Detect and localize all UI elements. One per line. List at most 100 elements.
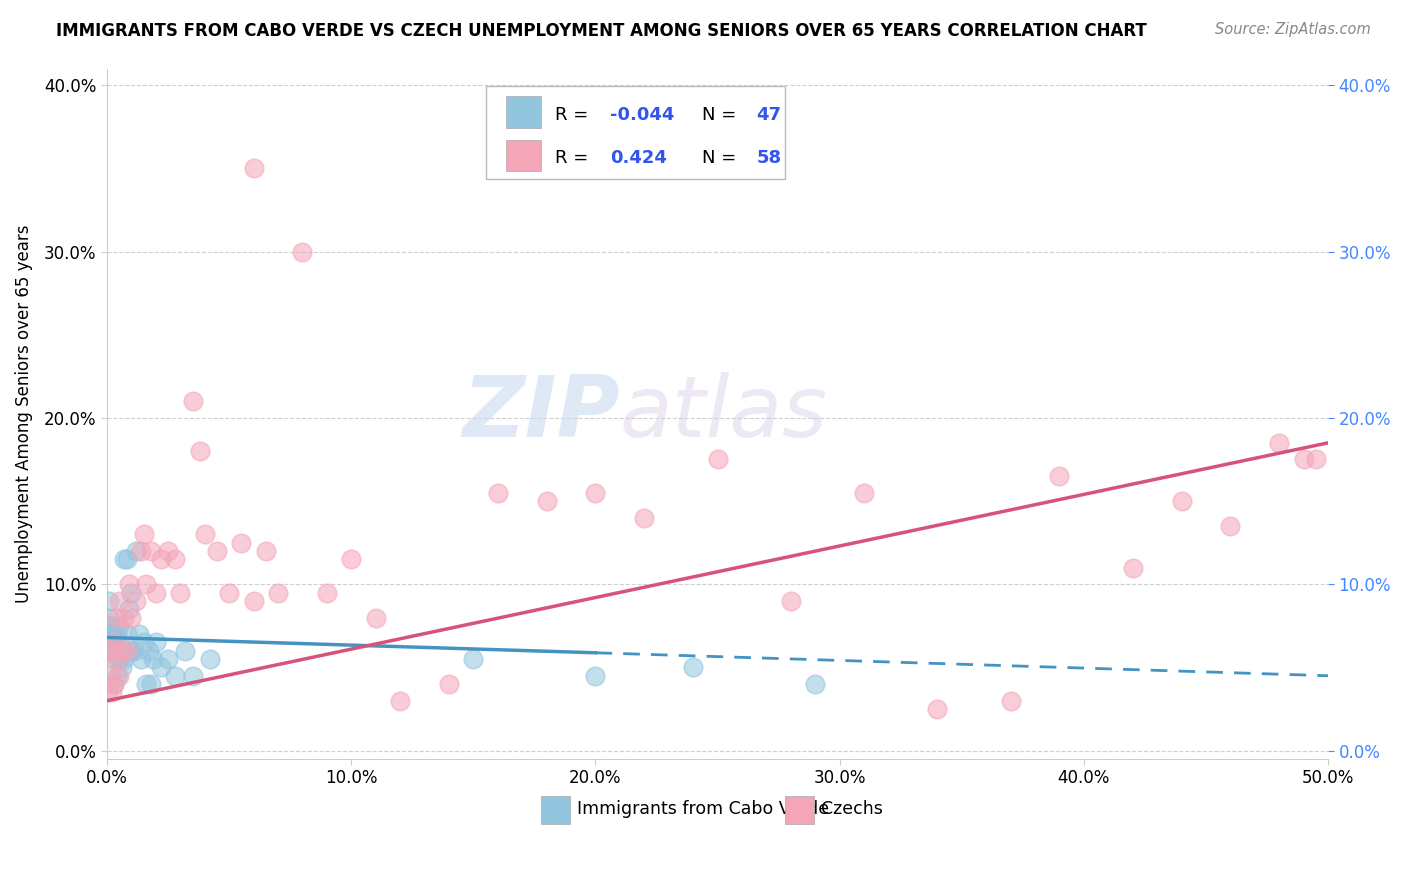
Point [111, 644, 134, 658]
Point [120, 585, 142, 599]
Point [463, 652, 485, 666]
Point [145, 635, 167, 649]
Point [486, 485, 509, 500]
Point [112, 610, 135, 624]
Point [254, 544, 277, 558]
Point [149, 660, 172, 674]
Point [135, 677, 157, 691]
Point [132, 635, 155, 649]
Point [125, 544, 148, 558]
Point [98, 594, 121, 608]
Text: Source: ZipAtlas.com: Source: ZipAtlas.com [1215, 22, 1371, 37]
Point [129, 652, 152, 666]
Point [181, 669, 204, 683]
Point [129, 544, 152, 558]
Point [120, 610, 142, 624]
Point [103, 652, 125, 666]
Point [98, 669, 121, 683]
Point [165, 552, 187, 566]
Point [1292, 452, 1315, 467]
Point [108, 669, 131, 683]
Point [108, 652, 131, 666]
Point [139, 677, 162, 691]
Point [98, 644, 121, 658]
Point [165, 669, 187, 683]
Point [125, 594, 148, 608]
Point [633, 510, 655, 524]
Point [1219, 519, 1241, 533]
Point [291, 244, 314, 259]
Point [1170, 494, 1192, 508]
Point [139, 544, 162, 558]
Point [1049, 469, 1071, 483]
Point [536, 494, 558, 508]
Point [111, 644, 134, 658]
Point [128, 627, 150, 641]
Text: R =: R = [555, 106, 595, 124]
Point [105, 610, 128, 624]
Point [169, 585, 191, 599]
Point [115, 627, 138, 641]
Point [149, 552, 172, 566]
FancyBboxPatch shape [785, 797, 814, 824]
Point [101, 644, 124, 658]
Point [231, 535, 253, 549]
Point [315, 585, 337, 599]
Text: N =: N = [702, 106, 742, 124]
Text: ZIP: ZIP [463, 372, 620, 455]
Point [138, 644, 160, 658]
Point [1268, 435, 1291, 450]
Point [135, 577, 157, 591]
Point [242, 594, 264, 608]
Point [97, 685, 120, 699]
Point [108, 619, 131, 633]
Point [585, 669, 607, 683]
Point [105, 652, 128, 666]
Point [103, 677, 125, 691]
Point [112, 652, 135, 666]
Point [105, 669, 128, 683]
Point [101, 685, 124, 699]
Point [706, 452, 728, 467]
Point [853, 485, 876, 500]
Point [105, 644, 128, 658]
FancyBboxPatch shape [540, 797, 569, 824]
Point [267, 585, 290, 599]
Point [157, 544, 180, 558]
Point [103, 677, 125, 691]
Point [100, 627, 122, 641]
Point [112, 552, 135, 566]
Point [132, 527, 155, 541]
Point [364, 610, 387, 624]
Point [118, 577, 141, 591]
Point [218, 585, 240, 599]
Point [779, 594, 801, 608]
Y-axis label: Unemployment Among Seniors over 65 years: Unemployment Among Seniors over 65 years [15, 225, 32, 603]
Point [174, 644, 197, 658]
Point [98, 619, 121, 633]
Point [115, 644, 138, 658]
Text: N =: N = [702, 149, 742, 168]
Point [97, 644, 120, 658]
Text: atlas: atlas [620, 372, 828, 455]
Point [340, 552, 363, 566]
Text: IMMIGRANTS FROM CABO VERDE VS CZECH UNEMPLOYMENT AMONG SENIORS OVER 65 YEARS COR: IMMIGRANTS FROM CABO VERDE VS CZECH UNEM… [56, 22, 1147, 40]
Point [105, 627, 128, 641]
Point [118, 602, 141, 616]
FancyBboxPatch shape [506, 140, 540, 170]
Text: 58: 58 [756, 149, 782, 168]
Text: 47: 47 [756, 106, 782, 124]
Point [145, 585, 167, 599]
Point [108, 635, 131, 649]
Point [120, 644, 142, 658]
Point [118, 644, 141, 658]
Point [111, 660, 134, 674]
Text: Czechs: Czechs [821, 799, 883, 818]
Text: -0.044: -0.044 [610, 106, 675, 124]
FancyBboxPatch shape [485, 86, 785, 179]
Point [108, 594, 131, 608]
Text: Immigrants from Cabo Verde: Immigrants from Cabo Verde [576, 799, 830, 818]
Text: 0.424: 0.424 [610, 149, 666, 168]
Point [157, 652, 180, 666]
Point [142, 652, 165, 666]
